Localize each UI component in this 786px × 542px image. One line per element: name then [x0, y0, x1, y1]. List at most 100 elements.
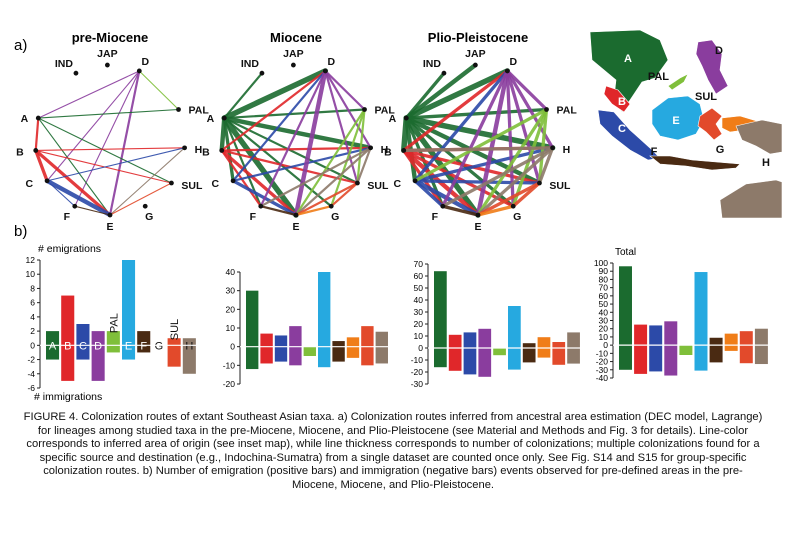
immigration-bar [649, 345, 663, 372]
emigration-bar [76, 324, 90, 346]
network-node-label: B [384, 146, 392, 158]
network-node-label: JAP [283, 48, 303, 60]
y-tick-label: -10 [411, 355, 424, 365]
y-tick-label: 100 [594, 258, 608, 268]
network-node-label: C [26, 178, 34, 190]
route-line [221, 68, 329, 121]
network-node-label: IND [241, 58, 260, 70]
route-line [74, 205, 111, 216]
network-node [362, 107, 367, 112]
network-node-label: H [195, 144, 203, 156]
route-line [34, 148, 49, 183]
network-node-label: A [207, 113, 215, 125]
network-node-label: D [142, 56, 150, 68]
route-line [46, 147, 186, 182]
emigration-bar [260, 333, 273, 347]
route-line [475, 65, 507, 71]
y-tick-label: 90 [599, 266, 609, 276]
network-node-label: B [202, 146, 210, 158]
route-line [259, 69, 327, 208]
route-line [34, 148, 112, 217]
network-node-label: PAL [375, 104, 396, 116]
immigration-bar [332, 346, 345, 362]
route-line [37, 117, 172, 184]
route-line [476, 107, 549, 217]
route-line [44, 178, 113, 218]
network-node [412, 178, 418, 184]
network-node [368, 145, 373, 151]
y-tick-label: 0 [30, 340, 35, 350]
route-line [74, 70, 140, 207]
map-region [667, 73, 689, 91]
map-region-label: E [672, 115, 679, 127]
network-node [219, 148, 225, 153]
emigration-bar [332, 341, 345, 347]
network-node [33, 148, 39, 153]
emigration-bar [724, 333, 738, 346]
route-line [475, 68, 510, 218]
map-region-label: H [762, 157, 770, 169]
y-tick-label: -4 [27, 369, 35, 379]
route-line [223, 108, 366, 120]
immigration-bar [246, 346, 259, 370]
network-node [73, 70, 79, 76]
route-line [505, 69, 549, 112]
y-tick-label: 30 [599, 316, 609, 326]
route-line [220, 69, 327, 152]
y-tick-label: -30 [596, 365, 609, 375]
network-node [221, 115, 227, 121]
network-node-label: PAL [557, 104, 578, 116]
y-tick-label: 10 [599, 332, 609, 342]
route-line [441, 204, 480, 217]
network-title: Miocene [270, 30, 322, 45]
route-line [231, 146, 372, 182]
immigration-bar [76, 345, 90, 360]
network-node-label: PAL [189, 104, 210, 116]
route-line [476, 146, 555, 217]
map-region [695, 39, 729, 95]
network-node-label: D [510, 56, 518, 68]
chart-title: Total [615, 247, 636, 258]
route-line [293, 68, 328, 218]
immigration-bar [619, 345, 632, 370]
emigration-bar [61, 295, 75, 346]
immigration-bar [679, 345, 693, 355]
network-node-label: SUL [549, 180, 571, 192]
map-region [589, 29, 669, 113]
y-tick-label: 70 [599, 283, 609, 293]
emigration-bar [508, 306, 521, 348]
y-tick-label: 50 [414, 283, 424, 293]
network-node [169, 180, 174, 186]
immigration-bar [46, 345, 60, 360]
y-tick-label: -20 [411, 367, 424, 377]
network-node [401, 148, 407, 153]
immigration-bar [361, 346, 374, 366]
route-line [441, 146, 555, 208]
route-line [404, 71, 446, 120]
route-line [476, 204, 515, 217]
immigration-bar [318, 346, 331, 368]
network-node [182, 145, 187, 151]
bar-category-label: SUL [169, 319, 181, 340]
network-node-label: IND [55, 58, 74, 70]
emigration-bar [619, 266, 632, 346]
y-tick-label: 20 [599, 324, 609, 334]
network-node [259, 70, 265, 76]
network-node [258, 203, 264, 209]
route-line [476, 181, 542, 217]
bar-chart: -20 -10 0 10 20 30 40 [223, 267, 392, 389]
map-region-label: PAL [648, 71, 669, 83]
network-node-label: B [16, 146, 24, 158]
immigration-bar [493, 348, 506, 356]
map-region [603, 85, 631, 113]
network-node-label: G [145, 211, 153, 223]
map-region-label: A [624, 53, 632, 65]
y-tick-label: 40 [599, 307, 609, 317]
emigration-bar [46, 331, 60, 346]
emigration-bar [664, 321, 678, 346]
route-networks: pre-Miocene A IND JAP D PAL H SUL G E F C B Miocene A I… [16, 30, 577, 233]
bar-category-label: C [79, 340, 87, 352]
network-node-label: E [106, 221, 113, 233]
route-line [330, 108, 366, 208]
